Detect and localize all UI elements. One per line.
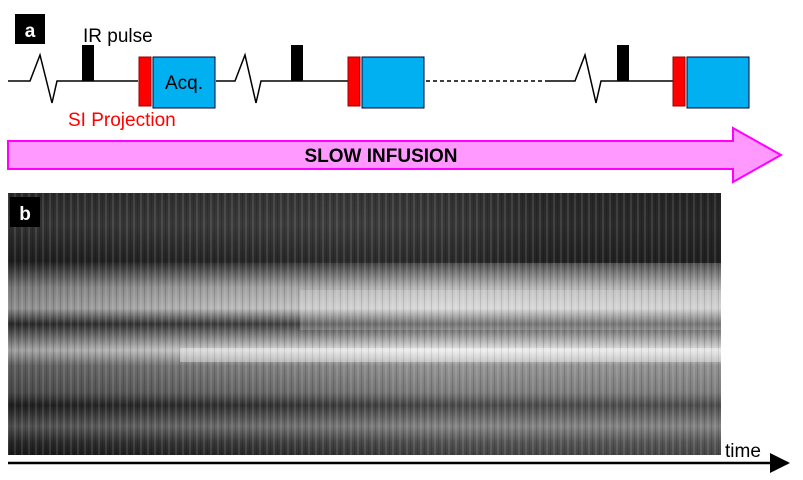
ecg-waveform-2	[216, 52, 348, 104]
panel-a-label: a	[25, 21, 36, 42]
projection-image	[8, 193, 721, 455]
panel-a-label-box	[15, 14, 45, 44]
ir-pulse-3	[617, 45, 629, 81]
si-projection-2	[347, 56, 361, 107]
panel-b-label: b	[19, 204, 31, 225]
panel-b-label-box	[10, 197, 40, 227]
acquisition-block-3	[686, 56, 750, 109]
ir-pulse-2	[291, 45, 303, 81]
acquisition-block-2	[361, 56, 425, 109]
slow-infusion-arrow	[7, 126, 784, 184]
acq-label: Acq.	[165, 73, 203, 94]
ecg-waveform-1	[8, 52, 138, 104]
si-projection-3	[672, 56, 686, 107]
time-axis-label: time	[725, 441, 761, 462]
panel-a: a IR pulse Acq. SI Projection SLOW INFUS…	[7, 14, 784, 184]
slow-infusion-label: SLOW INFUSION	[304, 146, 457, 167]
ir-pulse-label: IR pulse	[83, 26, 153, 47]
ir-pulse-1	[82, 45, 94, 81]
si-projection-1	[138, 56, 152, 107]
ecg-waveform-3	[545, 52, 673, 104]
panel-b: b time	[8, 193, 790, 473]
acquisition-block-1	[152, 56, 216, 109]
si-projection-label: SI Projection	[68, 110, 176, 131]
